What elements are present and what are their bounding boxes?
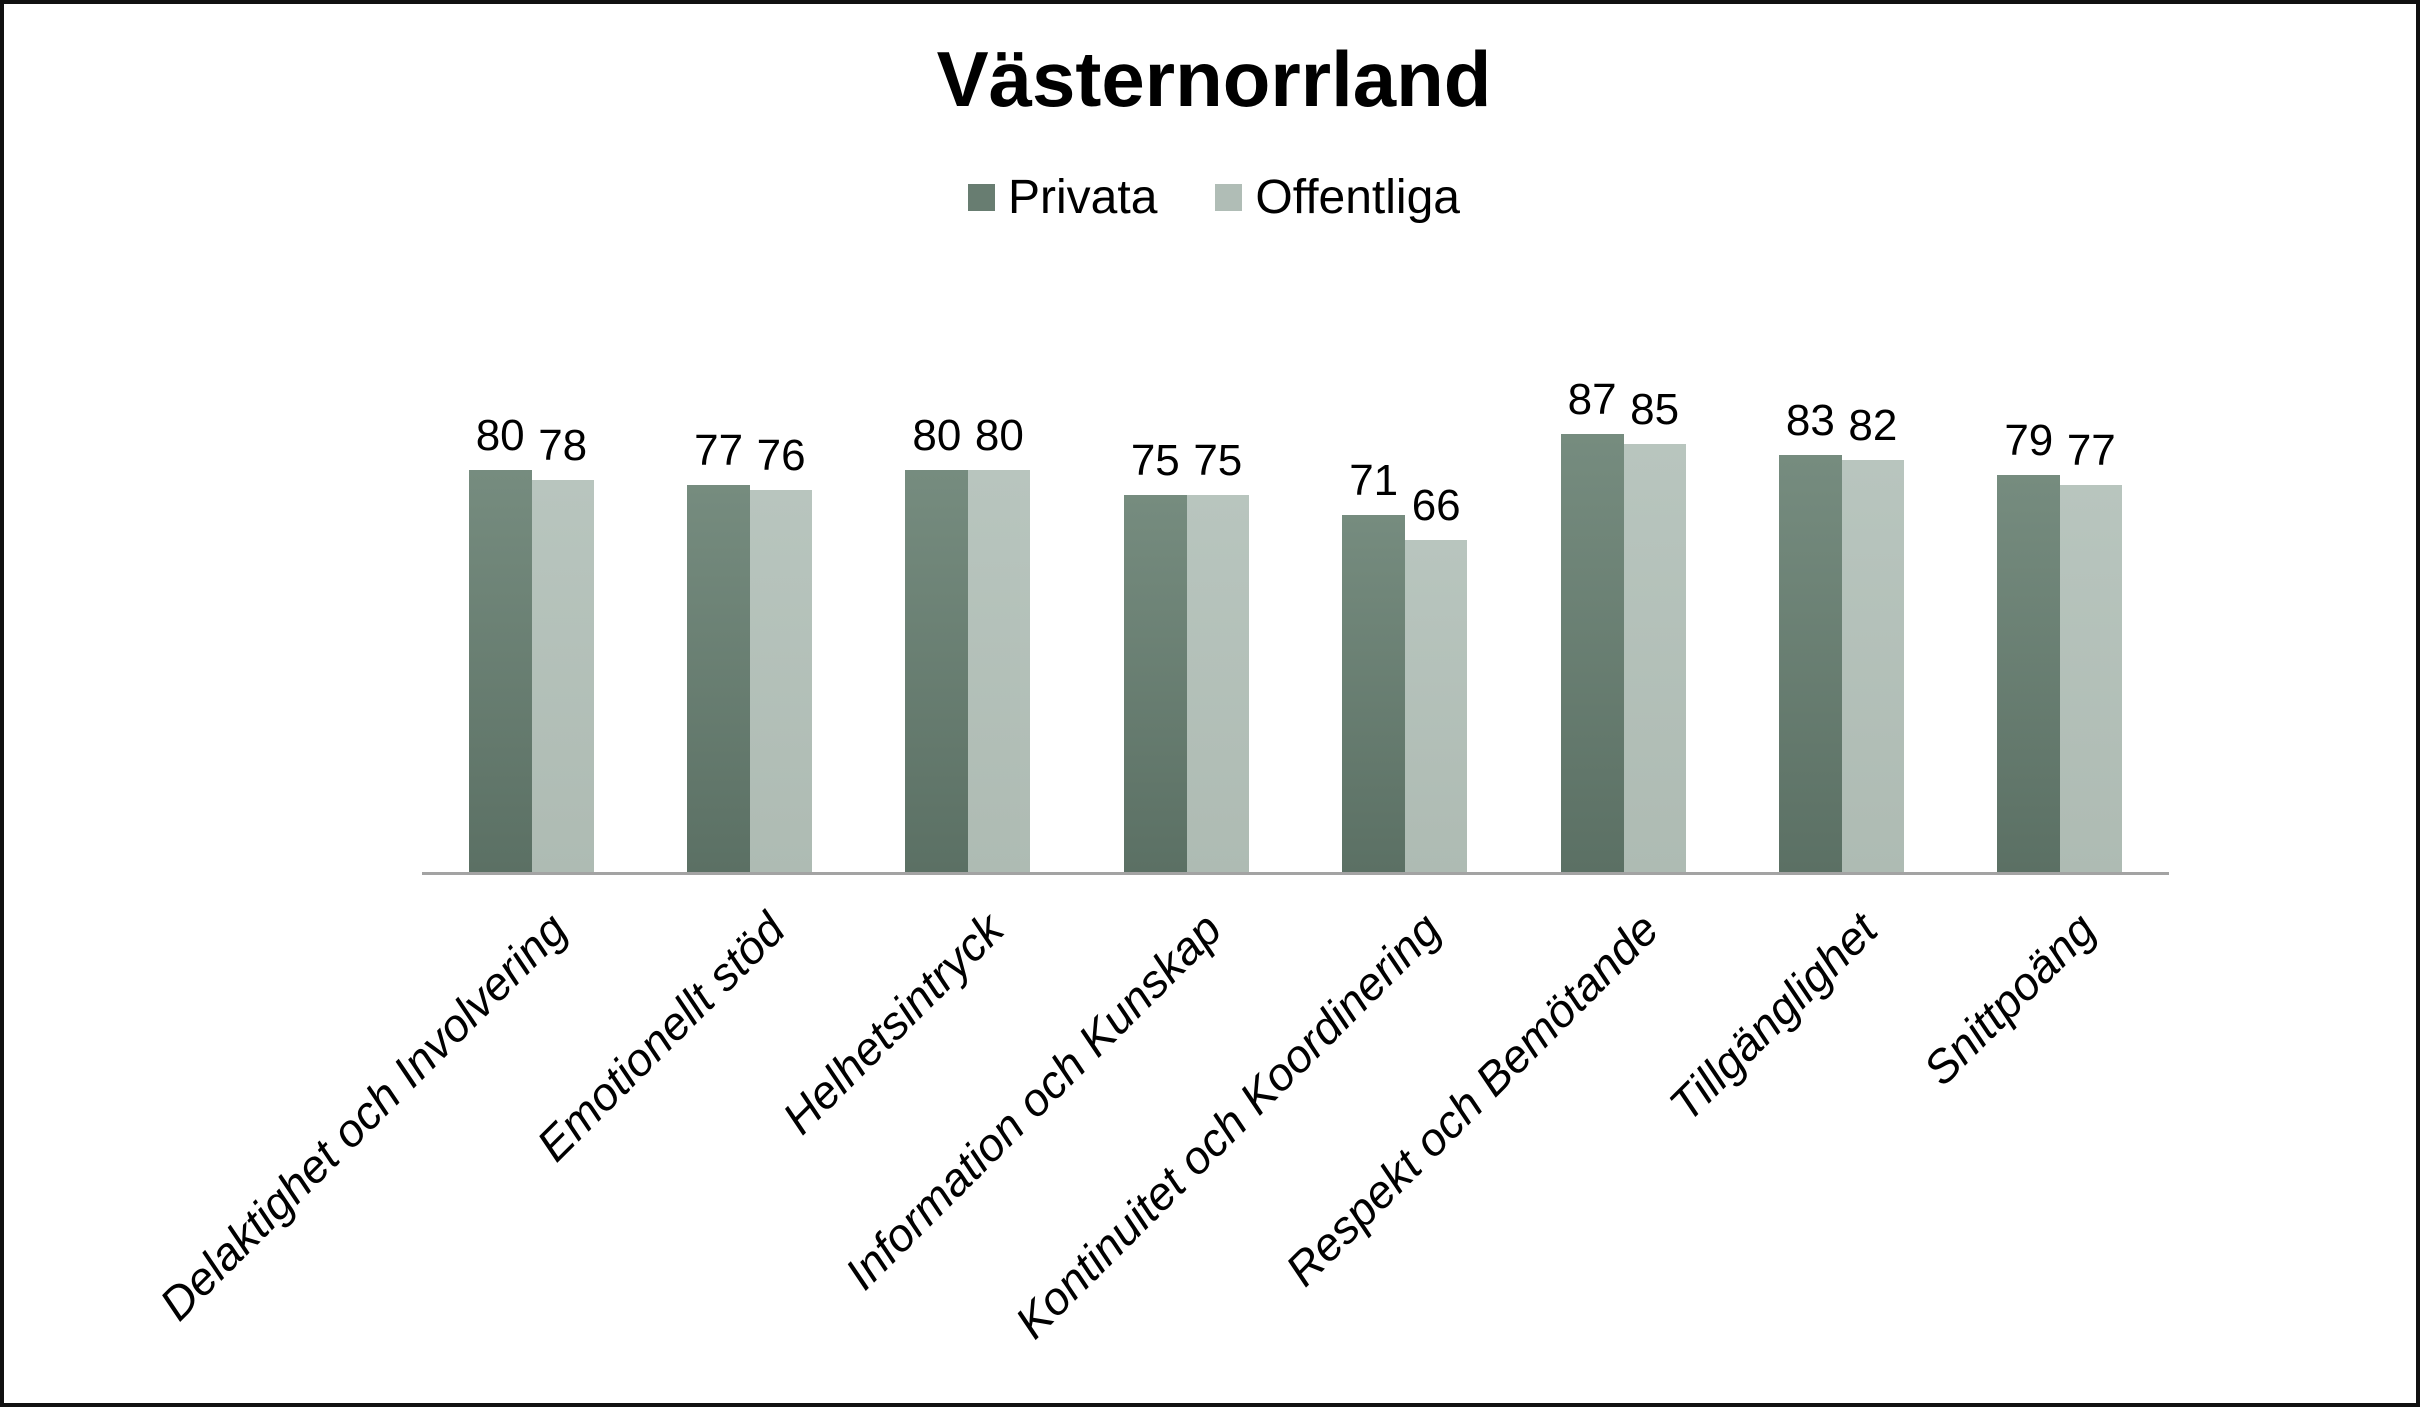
legend-swatch-offentliga — [1215, 184, 1243, 211]
bar-value-label: 66 — [1411, 481, 1461, 530]
bar-value-label: 75 — [1130, 436, 1180, 485]
x-axis-label: Helhetsintryck — [772, 902, 1014, 1144]
bar-privata-6 — [1778, 455, 1842, 872]
legend-item-privata: Privata — [968, 170, 1157, 225]
bar-privata-2 — [905, 470, 969, 872]
bar-privata-0 — [468, 470, 532, 872]
bar-offentliga-3 — [1186, 495, 1249, 872]
bar-privata-4 — [1342, 515, 1406, 872]
bar-value-label: 76 — [756, 431, 806, 480]
bar-offentliga-5 — [1623, 444, 1686, 872]
bar-privata-1 — [687, 485, 751, 872]
legend-label: Privata — [1008, 171, 1158, 224]
legend: Privata Offentliga — [4, 170, 2416, 225]
bar-privata-7 — [1997, 475, 2061, 872]
x-axis-line — [422, 872, 2169, 875]
bar-value-label: 79 — [2004, 416, 2054, 465]
bar-value-label: 75 — [1193, 436, 1243, 485]
legend-label: Offentliga — [1255, 171, 1460, 224]
x-axis-label: Tillgänglighet — [1658, 902, 1887, 1131]
bar-value-label: 77 — [694, 426, 744, 475]
bar-value-label: 80 — [974, 411, 1024, 460]
legend-item-offentliga: Offentliga — [1215, 170, 1460, 225]
bar-offentliga-6 — [1841, 460, 1904, 872]
bar-value-label: 77 — [2066, 426, 2116, 475]
bar-value-label: 71 — [1349, 456, 1399, 505]
x-axis-label: Snittpoäng — [1912, 902, 2106, 1096]
bar-offentliga-7 — [2060, 485, 2123, 872]
bar-offentliga-4 — [1405, 540, 1468, 872]
bar-value-label: 87 — [1567, 375, 1617, 424]
x-axis-label: Delaktighet och Involvering — [149, 902, 577, 1331]
x-axis-label: Information och Kunskap — [835, 902, 1232, 1300]
bar-value-label: 83 — [1785, 396, 1835, 445]
bar-offentliga-0 — [531, 480, 594, 872]
bar-offentliga-2 — [968, 470, 1031, 872]
bar-value-label: 80 — [475, 411, 525, 460]
bar-value-label: 78 — [538, 421, 588, 470]
legend-swatch-privata — [968, 184, 995, 211]
x-axis-label: Kontinuitet och Koordinering — [1004, 902, 1451, 1349]
chart-title: Västernorrland — [936, 35, 1492, 123]
x-axis-label: Respekt och Bemötande — [1275, 902, 1669, 1296]
bar-value-label: 80 — [912, 411, 962, 460]
bar-offentliga-1 — [750, 490, 813, 872]
bar-privata-3 — [1123, 495, 1187, 872]
bar-value-label: 85 — [1630, 385, 1680, 434]
bar-value-label: 82 — [1848, 401, 1898, 450]
bar-privata-5 — [1560, 434, 1624, 872]
